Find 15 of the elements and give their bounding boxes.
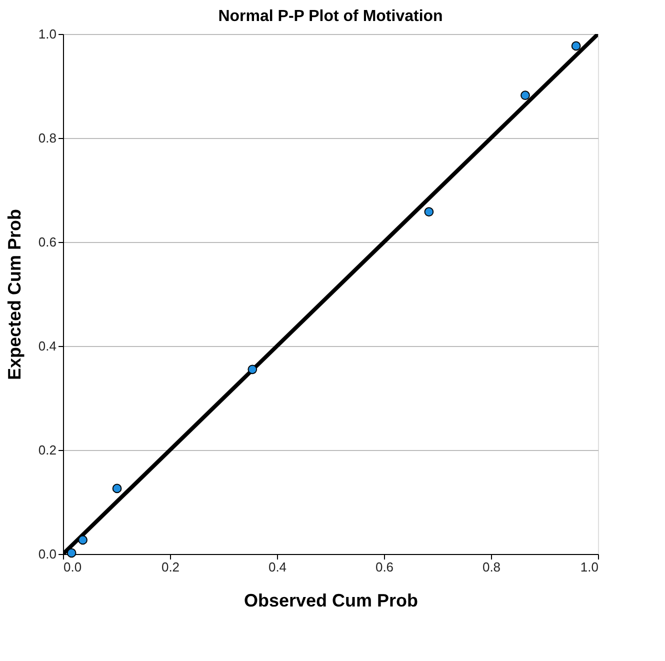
x-tick-label: 1.0 xyxy=(580,560,598,574)
x-tick-label: 0.6 xyxy=(375,560,394,574)
y-axis-title: Expected Cum Prob xyxy=(4,208,24,380)
y-tick-label: 0.4 xyxy=(38,338,56,354)
x-tick-label: 0.2 xyxy=(161,560,180,574)
y-tick-label: 0.0 xyxy=(38,546,56,562)
y-tick-label: 1.0 xyxy=(38,26,56,42)
x-tick-label: 0.0 xyxy=(64,560,82,574)
y-tick-label: 0.2 xyxy=(38,442,56,458)
x-tick-label: 0.8 xyxy=(482,560,501,574)
chart-title: Normal P-P Plot of Motivation xyxy=(218,8,443,25)
y-tick-label: 0.8 xyxy=(38,130,56,146)
x-tick-label: 0.4 xyxy=(268,560,287,574)
x-axis-title: Observed Cum Prob xyxy=(244,590,418,610)
y-tick-label: 0.6 xyxy=(38,234,56,250)
